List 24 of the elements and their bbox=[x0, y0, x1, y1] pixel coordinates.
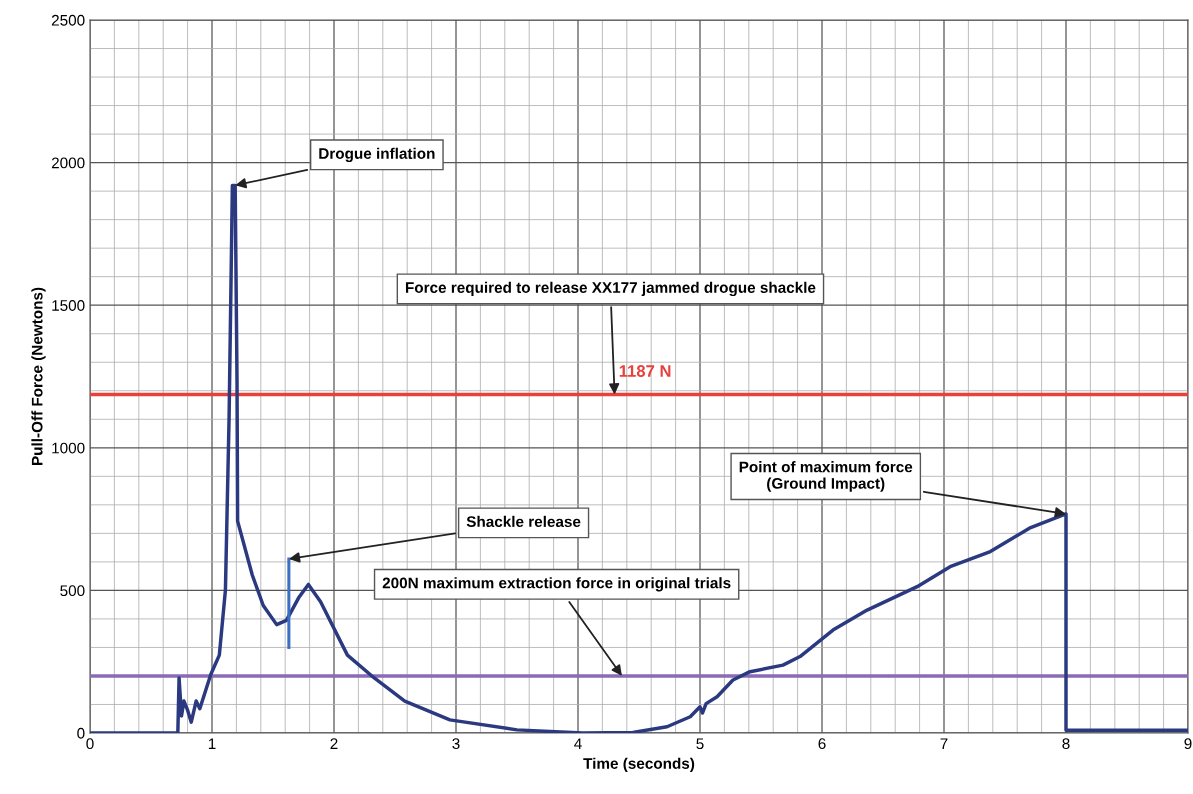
y-tick-label: 1500 bbox=[52, 300, 85, 311]
x-tick-label: 2 bbox=[330, 738, 338, 749]
annotation: Force required to release XX177 jammed drogue shackle bbox=[405, 281, 816, 297]
annotation: Drogue inflation bbox=[319, 147, 435, 163]
x-tick-label: 5 bbox=[696, 738, 704, 750]
y-axis-title: Pull-Off Force (Newtons) bbox=[31, 287, 46, 466]
x-tick-label: 9 bbox=[1184, 738, 1192, 750]
y-tick-label: 2000 bbox=[51, 157, 85, 169]
y-tick-label: 500 bbox=[60, 585, 85, 597]
x-tick-label: 0 bbox=[86, 738, 94, 750]
annotation: Shackle release bbox=[466, 515, 581, 528]
ref-line-label: 1187 N bbox=[619, 365, 671, 377]
x-tick-label: 4 bbox=[574, 738, 582, 749]
x-tick-label: 1 bbox=[208, 738, 216, 749]
x-tick-label: 7 bbox=[940, 738, 948, 749]
y-tick-label: 1000 bbox=[52, 442, 85, 454]
x-tick-label: 8 bbox=[1062, 738, 1070, 750]
y-tick-label: 0 bbox=[77, 727, 85, 739]
annotation: 200N maximum extraction force in original trials bbox=[382, 577, 731, 592]
x-axis-title: Time (seconds) bbox=[583, 757, 695, 772]
x-tick-label: 6 bbox=[818, 738, 826, 750]
x-tick-label: 3 bbox=[452, 738, 460, 750]
annotation: Point of maximum force (Ground Impact) bbox=[739, 461, 913, 492]
y-tick-label: 2500 bbox=[51, 14, 85, 26]
